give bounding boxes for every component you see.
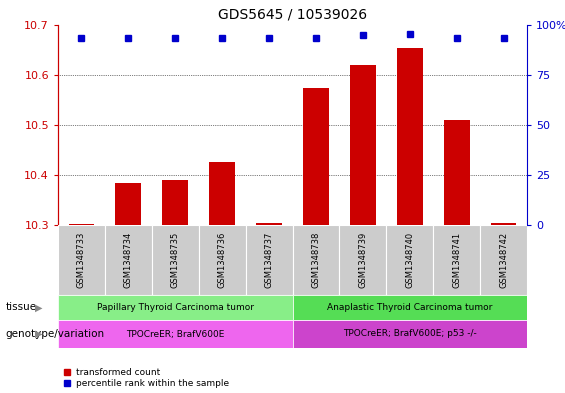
- Bar: [68, 224, 94, 225]
- Text: GSM1348736: GSM1348736: [218, 232, 227, 288]
- Text: GSM1348738: GSM1348738: [311, 232, 320, 288]
- Bar: [58, 295, 293, 320]
- Bar: [105, 225, 152, 295]
- Text: TPOCreER; BrafV600E; p53 -/-: TPOCreER; BrafV600E; p53 -/-: [343, 329, 477, 338]
- Text: GSM1348740: GSM1348740: [405, 232, 414, 288]
- Bar: [490, 224, 516, 225]
- Bar: [397, 48, 423, 225]
- Bar: [386, 225, 433, 295]
- Bar: [293, 295, 527, 320]
- Text: Anaplastic Thyroid Carcinoma tumor: Anaplastic Thyroid Carcinoma tumor: [327, 303, 493, 312]
- Bar: [293, 225, 340, 295]
- Text: TPOCreER; BrafV600E: TPOCreER; BrafV600E: [126, 329, 224, 338]
- Text: GSM1348733: GSM1348733: [77, 232, 86, 288]
- Text: ▶: ▶: [36, 303, 43, 312]
- Bar: [58, 320, 293, 348]
- Bar: [444, 120, 470, 225]
- Legend: transformed count, percentile rank within the sample: transformed count, percentile rank withi…: [63, 368, 229, 389]
- Bar: [209, 162, 235, 225]
- Text: GDS5645 / 10539026: GDS5645 / 10539026: [218, 8, 367, 22]
- Text: GSM1348735: GSM1348735: [171, 232, 180, 288]
- Bar: [293, 320, 527, 348]
- Bar: [162, 180, 188, 225]
- Bar: [303, 88, 329, 225]
- Text: genotype/variation: genotype/variation: [6, 329, 105, 339]
- Text: ▶: ▶: [36, 329, 43, 339]
- Bar: [152, 225, 199, 295]
- Bar: [340, 225, 386, 295]
- Bar: [350, 65, 376, 225]
- Bar: [246, 225, 293, 295]
- Text: GSM1348739: GSM1348739: [358, 232, 367, 288]
- Bar: [115, 182, 141, 225]
- Bar: [480, 225, 527, 295]
- Text: GSM1348737: GSM1348737: [264, 232, 273, 288]
- Bar: [58, 225, 105, 295]
- Text: Papillary Thyroid Carcinoma tumor: Papillary Thyroid Carcinoma tumor: [97, 303, 254, 312]
- Text: tissue: tissue: [6, 303, 37, 312]
- Text: GSM1348734: GSM1348734: [124, 232, 133, 288]
- Bar: [433, 225, 480, 295]
- Bar: [199, 225, 246, 295]
- Bar: [256, 222, 282, 225]
- Text: GSM1348742: GSM1348742: [499, 232, 508, 288]
- Text: GSM1348741: GSM1348741: [452, 232, 461, 288]
